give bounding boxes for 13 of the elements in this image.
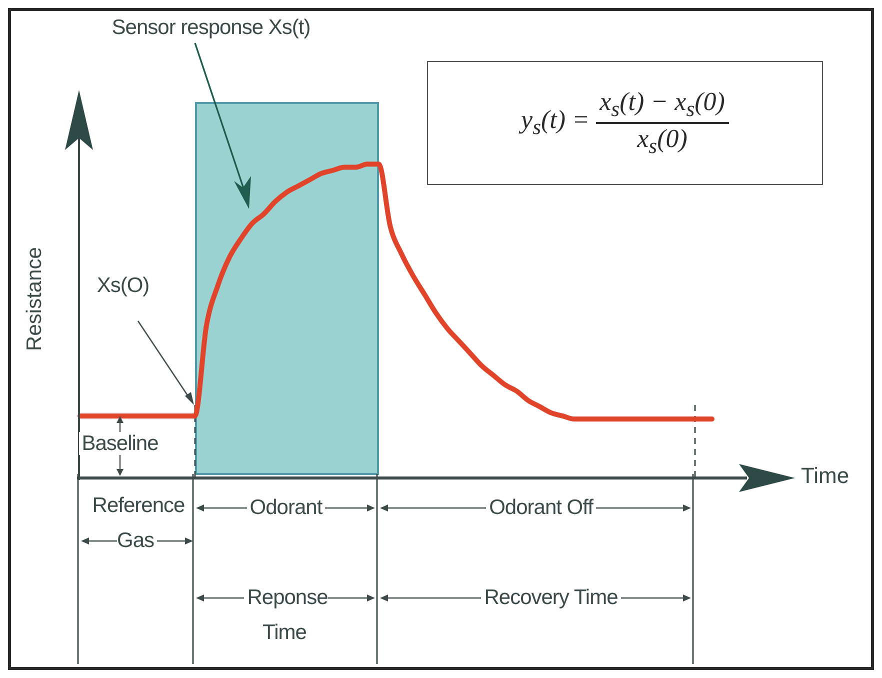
annotation: Baseline: [78, 432, 162, 455]
text: Sensor response Xs(t): [110, 16, 312, 39]
text: Odorant Off: [486, 496, 596, 519]
text: y$_{s}$(t) =: [521, 105, 590, 141]
text: Reponse Time: [244, 586, 328, 644]
annotation: Xs(O): [96, 274, 150, 297]
text: x$_{s}$(t) − x$_{s}$(0): [596, 86, 729, 124]
text: x$_{s}$(0): [637, 124, 688, 160]
text: Reference Gas: [89, 494, 185, 552]
text: Odorant: [246, 496, 326, 519]
x-axis-title: Time: [801, 463, 850, 489]
y-axis-title: Resistance: [23, 247, 47, 351]
text: Recovery Time: [481, 586, 621, 609]
